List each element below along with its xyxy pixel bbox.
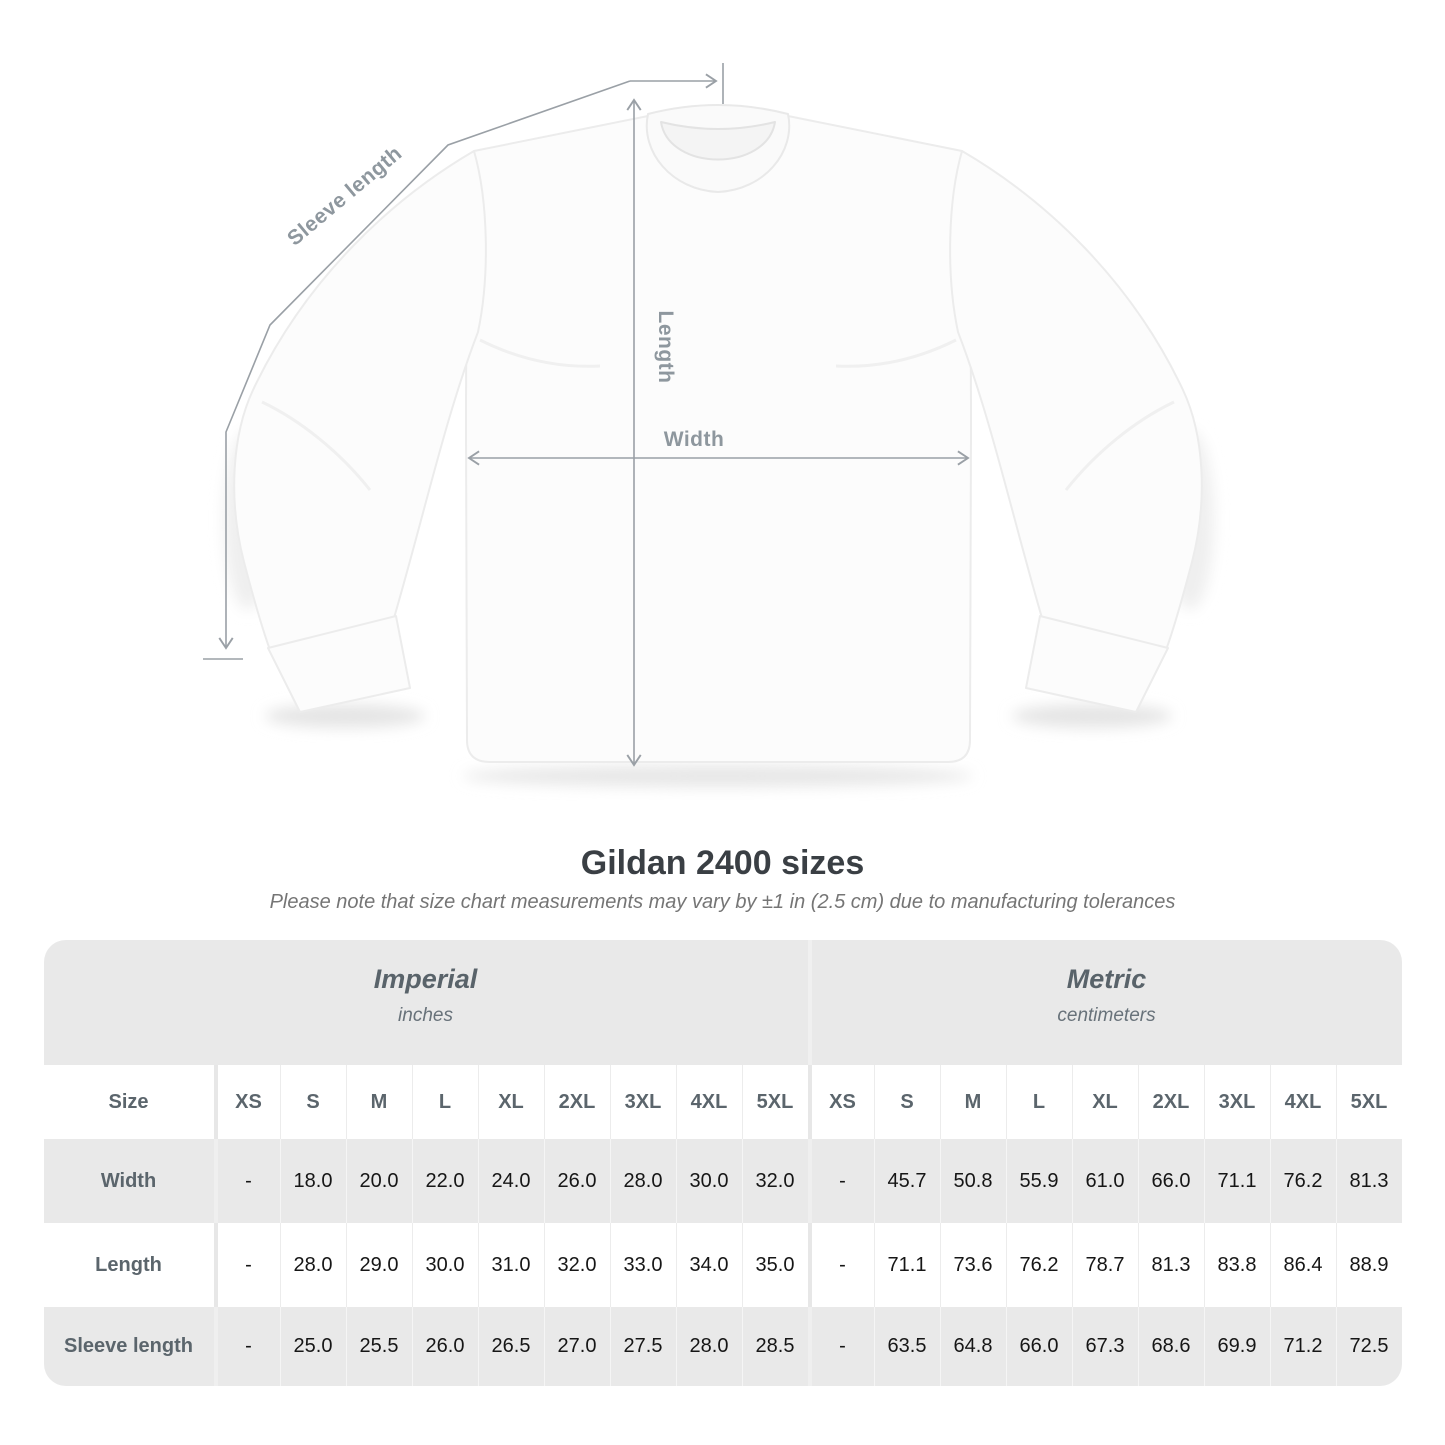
value-cell-metric-m: 50.8 — [939, 1139, 1006, 1223]
value-cell-metric-m: 73.6 — [939, 1223, 1006, 1307]
tolerance-note: Please note that size chart measurements… — [269, 891, 1176, 913]
value-cell-imperial-4xl: 34.0 — [675, 1223, 742, 1307]
size-table: Imperial inches Metric centimeters Size X… — [43, 940, 1402, 1386]
measurement-lines — [203, 63, 970, 767]
value-cell-imperial-5xl: 28.5 — [741, 1307, 808, 1386]
size-header-metric-l: L — [1005, 1065, 1072, 1139]
value-cell-metric-2xl: 81.3 — [1137, 1223, 1204, 1307]
value-cell-imperial-m: 29.0 — [345, 1223, 412, 1307]
value-cell-metric-5xl: 72.5 — [1335, 1307, 1402, 1386]
value-cell-imperial-m: 20.0 — [345, 1139, 412, 1223]
metric-unit: centimeters — [1057, 1005, 1156, 1026]
value-cell-metric-l: 66.0 — [1005, 1307, 1072, 1386]
value-cell-imperial-3xl: 27.5 — [609, 1307, 676, 1386]
value-cell-imperial-3xl: 28.0 — [609, 1139, 676, 1223]
shirt-size-diagram: Sleeve length Length Width — [203, 63, 1214, 787]
width-label: Width — [664, 428, 725, 451]
value-cell-imperial-3xl: 33.0 — [609, 1223, 676, 1307]
metric-group-header: Metric centimeters — [807, 940, 1402, 1065]
value-cell-imperial-xs: - — [213, 1223, 280, 1307]
value-cell-imperial-xl: 24.0 — [477, 1139, 544, 1223]
length-label: Length — [654, 311, 677, 384]
value-cell-metric-4xl: 71.2 — [1269, 1307, 1336, 1386]
value-cell-imperial-l: 30.0 — [411, 1223, 478, 1307]
value-cell-imperial-xs: - — [213, 1139, 280, 1223]
value-cell-metric-2xl: 68.6 — [1137, 1307, 1204, 1386]
value-cell-metric-s: 71.1 — [873, 1223, 940, 1307]
value-cell-metric-2xl: 66.0 — [1137, 1139, 1204, 1223]
size-header-metric-xs: XS — [807, 1065, 874, 1139]
value-cell-imperial-xl: 26.5 — [477, 1307, 544, 1386]
value-cell-imperial-l: 22.0 — [411, 1139, 478, 1223]
value-cell-metric-s: 45.7 — [873, 1139, 940, 1223]
size-header-imperial-2xl: 2XL — [543, 1065, 610, 1139]
collar-inner — [660, 121, 776, 161]
value-cell-metric-3xl: 71.1 — [1203, 1139, 1270, 1223]
size-header-imperial-l: L — [411, 1065, 478, 1139]
value-cell-metric-3xl: 69.9 — [1203, 1307, 1270, 1386]
imperial-group-header: Imperial inches — [43, 940, 808, 1065]
row-label-length: Length — [43, 1223, 214, 1307]
size-header-imperial-5xl: 5XL — [741, 1065, 808, 1139]
size-header-imperial-xs: XS — [213, 1065, 280, 1139]
value-cell-imperial-xs: - — [213, 1307, 280, 1386]
size-header-imperial-m: M — [345, 1065, 412, 1139]
metric-title: Metric — [1066, 964, 1147, 994]
value-cell-metric-xs: - — [807, 1223, 874, 1307]
size-header-metric-s: S — [873, 1065, 940, 1139]
size-header-imperial-4xl: 4XL — [675, 1065, 742, 1139]
value-cell-metric-l: 76.2 — [1005, 1223, 1072, 1307]
fold-lines — [261, 338, 1175, 491]
shirt-body — [233, 104, 1203, 763]
value-cell-metric-4xl: 86.4 — [1269, 1223, 1336, 1307]
size-header-metric-m: M — [939, 1065, 1006, 1139]
page-title: Gildan 2400 sizes — [580, 844, 865, 882]
size-header-metric-5xl: 5XL — [1335, 1065, 1402, 1139]
value-cell-imperial-s: 28.0 — [279, 1223, 346, 1307]
size-header-metric-2xl: 2XL — [1137, 1065, 1204, 1139]
value-cell-imperial-5xl: 35.0 — [741, 1223, 808, 1307]
value-cell-metric-l: 55.9 — [1005, 1139, 1072, 1223]
value-cell-metric-xs: - — [807, 1307, 874, 1386]
size-header-imperial-s: S — [279, 1065, 346, 1139]
row-label-sleeve-length: Sleeve length — [43, 1307, 214, 1386]
value-cell-metric-m: 64.8 — [939, 1307, 1006, 1386]
value-cell-imperial-2xl: 27.0 — [543, 1307, 610, 1386]
size-header-imperial-3xl: 3XL — [609, 1065, 676, 1139]
value-cell-imperial-xl: 31.0 — [477, 1223, 544, 1307]
value-cell-metric-xs: - — [807, 1139, 874, 1223]
value-cell-metric-3xl: 83.8 — [1203, 1223, 1270, 1307]
row-label-width: Width — [43, 1139, 214, 1223]
imperial-title: Imperial — [373, 964, 478, 994]
value-cell-metric-s: 63.5 — [873, 1307, 940, 1386]
value-cell-imperial-s: 18.0 — [279, 1139, 346, 1223]
left-cuff — [267, 615, 411, 713]
value-cell-metric-4xl: 76.2 — [1269, 1139, 1336, 1223]
value-cell-metric-xl: 78.7 — [1071, 1223, 1138, 1307]
shirt-illustration: Sleeve length Length Width — [203, 63, 1214, 787]
value-cell-imperial-2xl: 32.0 — [543, 1223, 610, 1307]
size-header-metric-xl: XL — [1071, 1065, 1138, 1139]
value-cell-imperial-s: 25.0 — [279, 1307, 346, 1386]
value-cell-metric-xl: 61.0 — [1071, 1139, 1138, 1223]
size-header-imperial-xl: XL — [477, 1065, 544, 1139]
size-column-header: Size — [43, 1065, 214, 1139]
right-cuff — [1025, 615, 1169, 713]
size-header-metric-3xl: 3XL — [1203, 1065, 1270, 1139]
imperial-unit: inches — [398, 1005, 453, 1026]
value-cell-imperial-m: 25.5 — [345, 1307, 412, 1386]
value-cell-imperial-5xl: 32.0 — [741, 1139, 808, 1223]
value-cell-imperial-4xl: 30.0 — [675, 1139, 742, 1223]
value-cell-metric-5xl: 81.3 — [1335, 1139, 1402, 1223]
value-cell-imperial-4xl: 28.0 — [675, 1307, 742, 1386]
value-cell-imperial-l: 26.0 — [411, 1307, 478, 1386]
size-header-metric-4xl: 4XL — [1269, 1065, 1336, 1139]
value-cell-imperial-2xl: 26.0 — [543, 1139, 610, 1223]
value-cell-metric-xl: 67.3 — [1071, 1307, 1138, 1386]
value-cell-metric-5xl: 88.9 — [1335, 1223, 1402, 1307]
